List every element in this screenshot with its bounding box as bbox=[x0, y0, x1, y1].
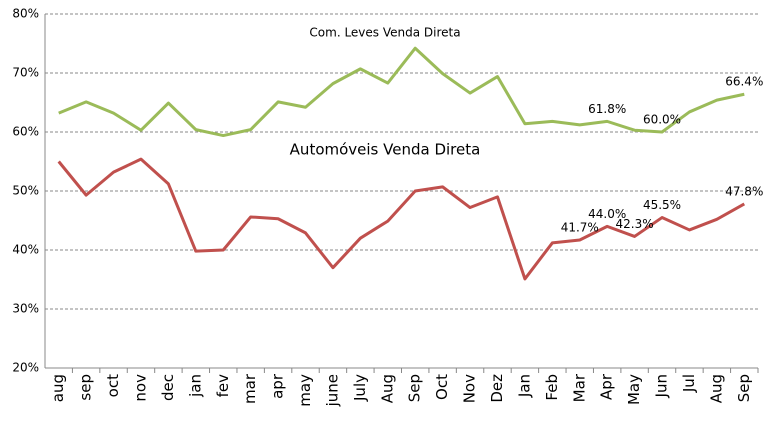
value-label: 66.4% bbox=[725, 75, 763, 89]
x-tick-label: Mar bbox=[570, 373, 588, 402]
value-label: 60.0% bbox=[643, 113, 681, 127]
series-label: Com. Leves Venda Direta bbox=[309, 26, 460, 40]
value-label: 45.5% bbox=[643, 198, 681, 212]
value-label: 61.8% bbox=[588, 102, 626, 116]
x-tick-label: fev bbox=[214, 374, 232, 398]
x-tick-label: nov bbox=[131, 374, 149, 402]
x-tick-label: Aug bbox=[378, 374, 396, 403]
series-line bbox=[57, 157, 746, 281]
x-tick-label: sep bbox=[77, 374, 95, 401]
x-tick-label: Sep bbox=[735, 374, 753, 402]
y-tick-label: 60% bbox=[12, 125, 39, 139]
series-line bbox=[58, 46, 745, 138]
x-tick-label: Oct bbox=[433, 374, 451, 400]
y-tick-label: 70% bbox=[12, 66, 39, 80]
x-tick-label: Jan bbox=[515, 374, 533, 398]
x-tick-label: Sep bbox=[406, 374, 424, 402]
x-tick-label: aug bbox=[49, 374, 67, 402]
x-tick-label: jan bbox=[186, 374, 204, 398]
y-tick-label: 30% bbox=[12, 302, 39, 316]
x-tick-label: July bbox=[351, 374, 369, 402]
x-tick-label: dec bbox=[159, 374, 177, 401]
value-label: 41.7% bbox=[561, 220, 599, 234]
y-tick-label: 80% bbox=[12, 7, 39, 21]
y-tick-label: 20% bbox=[12, 361, 39, 375]
x-tick-label: Nov bbox=[461, 374, 479, 403]
x-tick-label: Aug bbox=[707, 374, 725, 403]
value-label: 47.8% bbox=[725, 184, 763, 198]
x-tick-label: oct bbox=[104, 374, 122, 397]
x-tick-label: Jul bbox=[680, 374, 698, 393]
x-tick-label: Jun bbox=[653, 374, 671, 398]
x-tick-label: june bbox=[323, 374, 341, 407]
x-tick-label: May bbox=[625, 374, 643, 405]
x-tick-label: mar bbox=[241, 373, 259, 404]
x-tick-label: Dez bbox=[488, 374, 506, 403]
series-label: Automóveis Venda Direta bbox=[290, 141, 481, 159]
y-tick-label: 50% bbox=[12, 184, 39, 198]
x-tick-label: apr bbox=[269, 373, 287, 399]
x-tick-label: Apr bbox=[598, 373, 616, 400]
y-tick-label: 40% bbox=[12, 243, 39, 257]
x-tick-label: may bbox=[296, 374, 314, 407]
x-tick-label: Feb bbox=[543, 374, 561, 401]
value-label: 44.0% bbox=[588, 207, 626, 221]
value-label: 42.3% bbox=[616, 217, 654, 231]
